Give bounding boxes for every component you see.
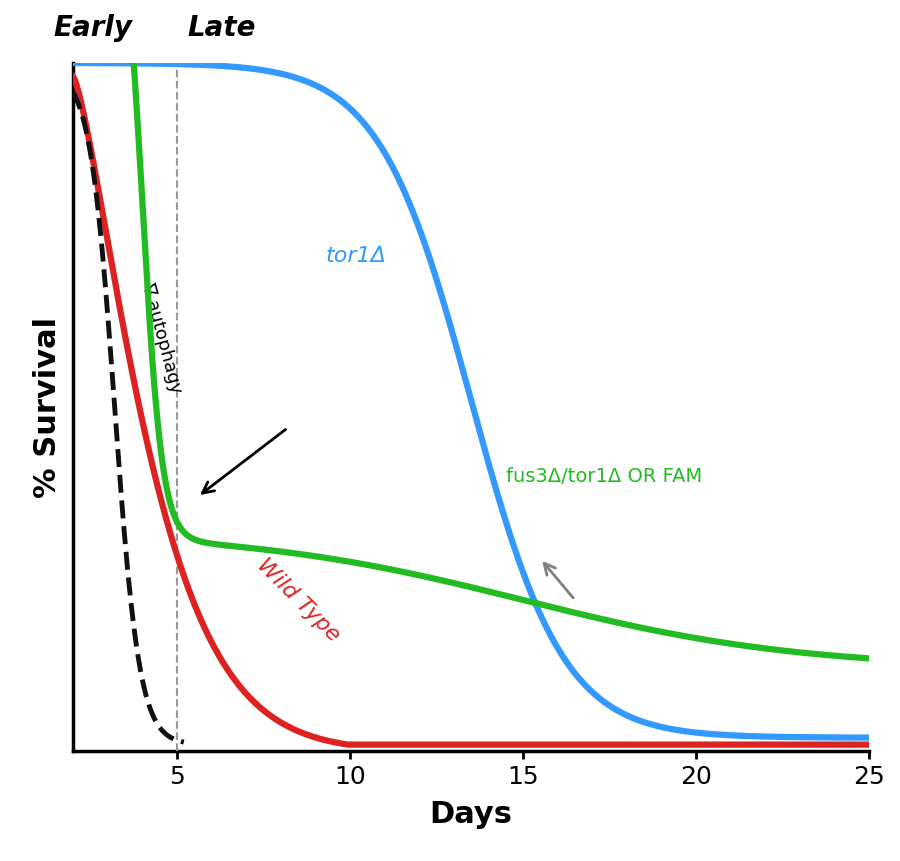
Y-axis label: % Survival: % Survival (33, 317, 62, 498)
Text: fus3Δ/tor1Δ OR FAM: fus3Δ/tor1Δ OR FAM (506, 467, 702, 486)
Text: Late: Late (187, 15, 256, 42)
Text: ∇ autophagy: ∇ autophagy (138, 281, 184, 396)
Text: tor1Δ: tor1Δ (326, 245, 387, 266)
X-axis label: Days: Days (429, 800, 513, 829)
Text: Wild Type: Wild Type (253, 554, 344, 646)
Text: Early: Early (53, 15, 132, 42)
